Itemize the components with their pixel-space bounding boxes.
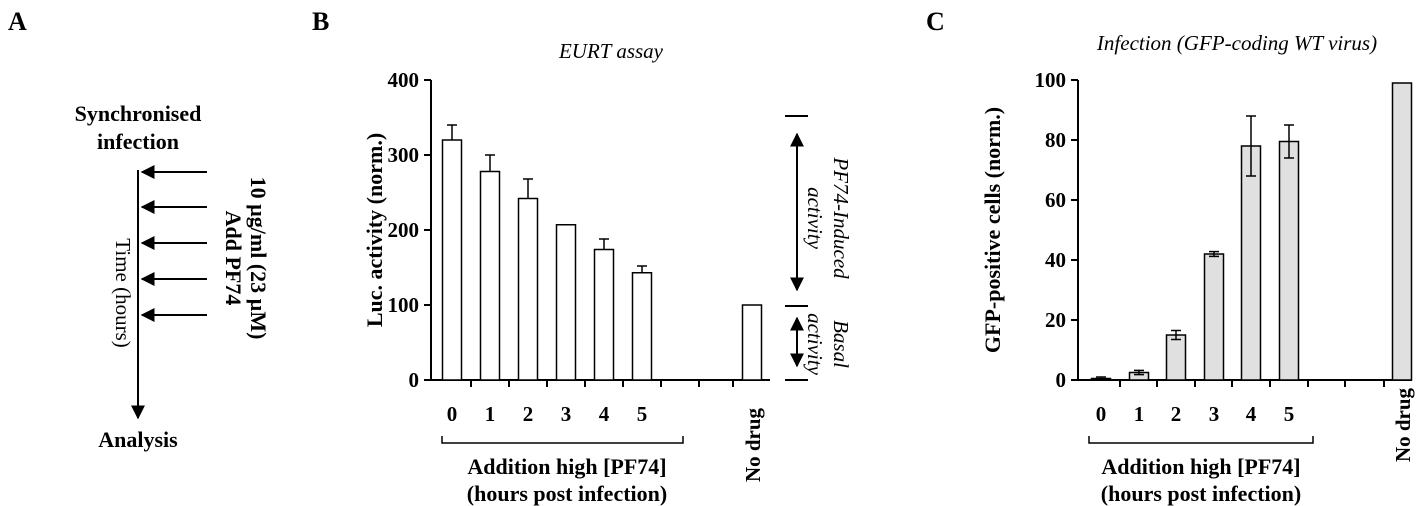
chart-b-ytick-label: 400 — [388, 68, 420, 92]
time-label: Time (hours) — [111, 238, 135, 347]
induced-label-line2: activity — [803, 187, 827, 249]
chart-b-bar — [741, 304, 763, 381]
chart-c-category-label: 5 — [1284, 402, 1295, 426]
chart-c-ytick-label: 40 — [1045, 248, 1066, 272]
chart-b-xlabel-line1: Addition high [PF74] — [467, 454, 666, 479]
chart-c-marks: 0 20 40 60 80 100 0 1 2 3 4 5 No drug — [1035, 68, 1416, 462]
chart-b-ytick-label: 300 — [388, 143, 420, 167]
chart-b-title: EURT assay — [558, 39, 664, 63]
chart-c-xlabel-line1: Addition high [PF74] — [1101, 454, 1300, 479]
chart-b-bar — [517, 197, 539, 381]
chart-b-marks: 0 100 200 300 400 0 1 2 3 4 5 No drug — [388, 68, 770, 482]
chart-eurt: EURT assay Luc. activity (norm.) 0100200… — [362, 39, 770, 506]
chart-c-ylabel: GFP-positive cells (norm.) — [980, 107, 1005, 353]
basal-label-line1: Basal — [829, 320, 853, 368]
schematic: Synchronised infection Time (hours) Add … — [75, 101, 271, 452]
chart-b-ytick-label: 200 — [388, 218, 420, 242]
chart-b-category-label: 0 — [447, 402, 458, 426]
chart-c-bar — [1391, 82, 1413, 381]
panel-label-c: C — [926, 7, 945, 36]
chart-c-xlabel-line2: (hours post infection) — [1101, 481, 1301, 506]
chart-b-category-label: 3 — [561, 402, 572, 426]
chart-c-ytick-label: 80 — [1045, 128, 1066, 152]
chart-b-category-label: 2 — [523, 402, 534, 426]
chart-b-bar — [631, 272, 653, 381]
chart-c-bracket — [1088, 436, 1314, 444]
activity-annotation: PF74-Induced activity Basal activity — [785, 115, 853, 381]
chart-infection: Infection (GFP-coding WT virus) GFP-posi… — [980, 31, 1415, 506]
panel-label-b: B — [312, 7, 329, 36]
chart-c-bar — [1165, 334, 1187, 381]
add-pf74-line2: 10 µg/ml (23 µM) — [246, 177, 271, 340]
chart-b-ylabel: Luc. activity (norm.) — [362, 133, 387, 327]
chart-c-category-label: No drug — [1391, 387, 1415, 462]
chart-c-title: Infection (GFP-coding WT virus) — [1096, 31, 1377, 55]
chart-c-ytick-label: 100 — [1035, 68, 1067, 92]
chart-b-ytick-label: 0 — [409, 368, 420, 392]
schematic-top-line2: infection — [97, 129, 179, 154]
chart-c-ytick-label: 20 — [1045, 308, 1066, 332]
chart-b-bar — [555, 224, 577, 381]
chart-b-bar — [441, 139, 463, 381]
chart-b-bar — [479, 170, 501, 381]
chart-b-ytick-label: 100 — [388, 293, 420, 317]
chart-b-category-label: No drug — [741, 407, 765, 482]
chart-c-category-label: 1 — [1134, 402, 1145, 426]
add-pf74-line1: Add PF74 — [221, 211, 246, 306]
panel-label-a: A — [8, 7, 27, 36]
chart-c-ytick-label: 60 — [1045, 188, 1066, 212]
chart-c-category-label: 2 — [1171, 402, 1182, 426]
induced-label-line1: PF74-Induced — [829, 156, 853, 279]
chart-c-category-label: 0 — [1096, 402, 1107, 426]
chart-c-bar — [1203, 253, 1225, 381]
schematic-bottom-label: Analysis — [98, 427, 178, 452]
chart-c-ytick-label: 0 — [1056, 368, 1067, 392]
chart-b-category-label: 4 — [599, 402, 610, 426]
chart-b-bracket — [441, 436, 684, 444]
chart-b-category-label: 5 — [637, 402, 648, 426]
basal-label-line2: activity — [803, 313, 827, 375]
chart-c-category-label: 4 — [1246, 402, 1257, 426]
chart-b-xlabel-line2: (hours post infection) — [467, 481, 667, 506]
schematic-top-line1: Synchronised — [75, 101, 202, 126]
chart-b-bar — [593, 248, 615, 381]
chart-c-bar — [1240, 145, 1262, 381]
chart-c-category-label: 3 — [1209, 402, 1220, 426]
chart-c-bar — [1278, 140, 1300, 381]
chart-b-category-label: 1 — [485, 402, 496, 426]
